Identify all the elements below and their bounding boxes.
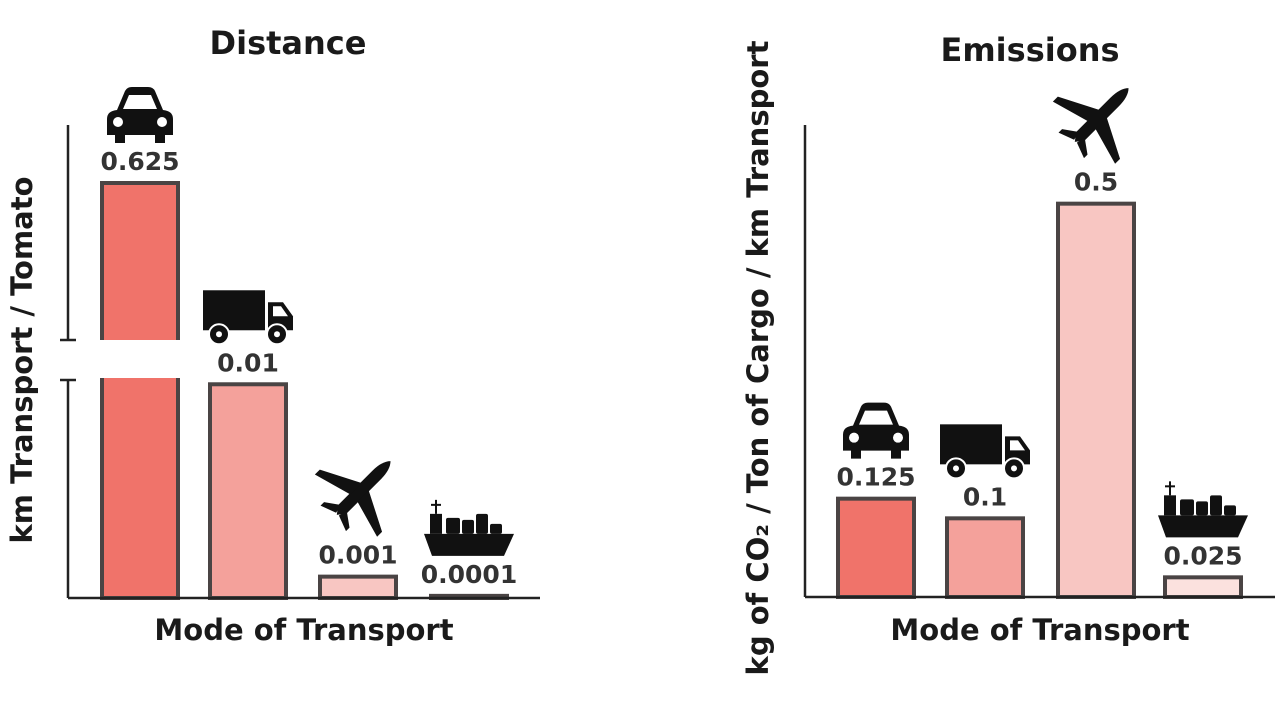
car-light — [157, 117, 167, 127]
mode-icon — [843, 402, 909, 459]
car-window — [859, 410, 893, 425]
ship-bridge — [1164, 495, 1176, 516]
bar — [318, 574, 398, 600]
bar — [1163, 575, 1243, 599]
car-window — [123, 95, 157, 109]
ship-container — [476, 513, 488, 534]
mode-icon — [940, 424, 1030, 480]
car-light — [893, 432, 903, 443]
value-label: 0.5 — [1074, 168, 1118, 197]
truck-hub — [1011, 465, 1017, 472]
truck-cargo — [203, 290, 265, 331]
ship-container — [490, 523, 502, 534]
bar — [945, 516, 1025, 599]
mode-icon — [203, 290, 293, 346]
ship-container — [1196, 501, 1208, 516]
plane — [314, 461, 391, 537]
bar — [208, 382, 288, 600]
car-light — [849, 432, 859, 443]
value-label: 0.625 — [100, 147, 179, 176]
plane-tail — [320, 502, 350, 532]
y-axis-label: km Transport / Tomato — [5, 176, 39, 543]
truck-window — [1010, 440, 1025, 451]
ship-container — [446, 517, 460, 534]
truck-hub — [216, 331, 222, 338]
car-body — [107, 87, 173, 143]
y-axis-label: kg of CO₂ / Ton of Cargo / km Transport — [741, 40, 775, 675]
x-axis-label: Mode of Transport — [154, 613, 453, 647]
mode-icon — [1158, 481, 1248, 538]
plane-body — [1074, 88, 1129, 142]
plane-wing — [314, 469, 383, 537]
plane-wing — [1052, 96, 1121, 164]
axis-break-gap — [58, 340, 182, 378]
plane-tail — [1058, 129, 1088, 159]
mode-icon — [107, 87, 173, 143]
value-label: 0.0001 — [421, 560, 517, 589]
truck-hub — [274, 331, 280, 338]
bar — [100, 181, 180, 600]
mode-icon — [1052, 88, 1129, 164]
ship-container — [1180, 499, 1194, 516]
ship-container — [1224, 505, 1236, 516]
ship-container — [1210, 495, 1222, 516]
bar — [836, 496, 916, 599]
value-label: 0.01 — [217, 348, 279, 377]
x-axis-label: Mode of Transport — [890, 613, 1189, 647]
ship-bridge — [430, 513, 442, 534]
mode-icon — [314, 461, 391, 537]
mode-icon — [424, 499, 514, 556]
value-label: 0.1 — [963, 482, 1007, 511]
value-label: 0.025 — [1163, 541, 1242, 570]
truck-hub — [953, 465, 959, 472]
plane-body — [336, 461, 391, 515]
truck-cargo — [940, 424, 1002, 465]
chart-title: Emissions — [940, 31, 1119, 69]
ship-hull — [424, 533, 514, 556]
value-label: 0.125 — [836, 463, 915, 492]
ship-hull — [1158, 515, 1248, 538]
ship-container — [462, 519, 474, 534]
truck-window — [273, 306, 288, 317]
plane — [1052, 88, 1129, 164]
car-light — [113, 117, 123, 127]
bar — [1056, 201, 1136, 600]
value-label: 0.001 — [318, 541, 397, 570]
chart-title: Distance — [210, 24, 367, 62]
car-body — [843, 402, 909, 459]
